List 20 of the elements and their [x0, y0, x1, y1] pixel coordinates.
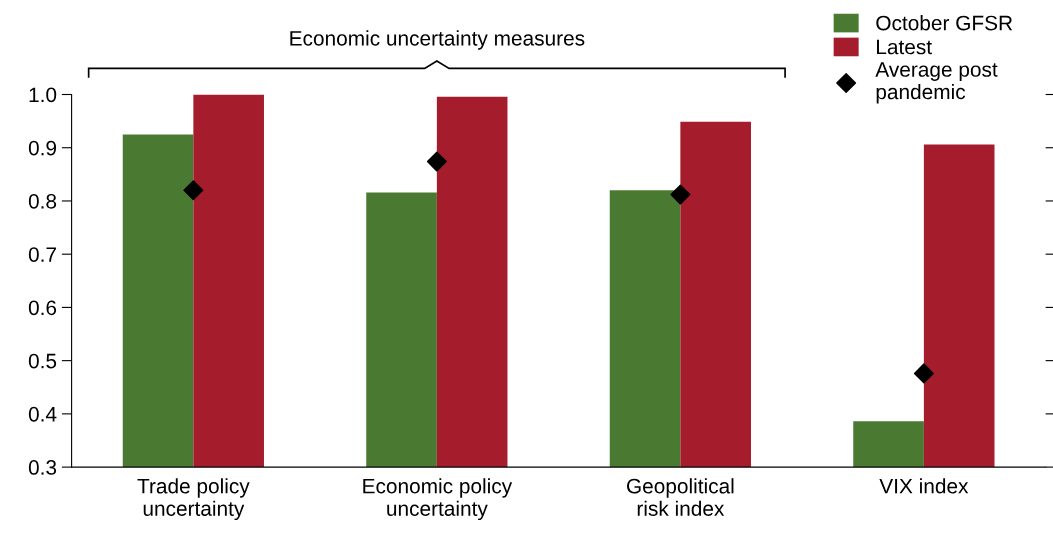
text: Economic uncertainty measures	[290, 30, 585, 50]
x-tick-label: Economic policy uncertainty	[363, 478, 513, 521]
y-tick-label: 0.6	[28, 300, 57, 316]
legend-label: Average post pandemic	[875, 62, 998, 104]
legend-label: Latest	[877, 39, 932, 55]
y-tick-label: 0.7	[28, 247, 56, 262]
y-tick-label: 0.4	[28, 406, 57, 422]
y-tick-label: 0.5	[28, 353, 57, 369]
y-tick-label: 0.3	[28, 460, 57, 475]
y-tick-label: 1.0	[29, 87, 57, 103]
x-tick-label: Trade policy uncertainty	[137, 478, 250, 521]
point	[913, 363, 934, 384]
point	[426, 151, 447, 172]
y-tick-label: 0.9	[28, 140, 57, 156]
legend-label: October GFSR	[876, 15, 1013, 31]
x-tick-label: VIX index	[879, 478, 969, 494]
point	[183, 180, 204, 201]
y-tick-label: 0.8	[28, 193, 57, 209]
point	[670, 184, 691, 205]
x-tick-label: Geopolitical risk index	[626, 478, 734, 516]
